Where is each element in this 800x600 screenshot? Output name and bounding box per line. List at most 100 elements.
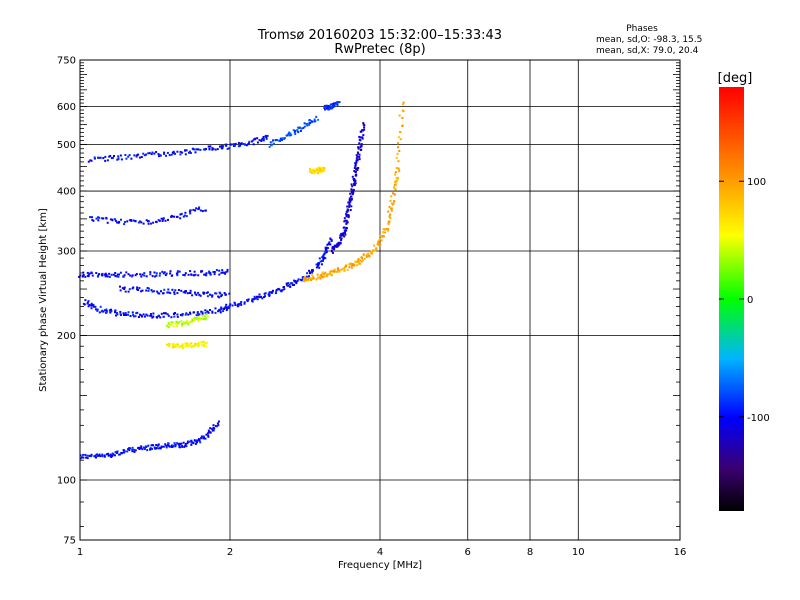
echo-point	[202, 340, 205, 343]
echo-point	[308, 272, 311, 275]
echo-point	[115, 452, 118, 454]
echo-point	[357, 260, 360, 263]
echo-point	[225, 306, 228, 309]
echo-point	[329, 243, 332, 246]
echo-point	[348, 266, 351, 269]
echo-point	[281, 137, 284, 140]
echo-point	[103, 454, 106, 457]
echo-point	[166, 151, 169, 154]
echo-point	[126, 450, 129, 453]
echo-point	[178, 270, 181, 273]
echo-point	[106, 275, 109, 278]
echo-point	[169, 272, 172, 275]
echo-point	[371, 251, 374, 253]
echo-point	[317, 166, 320, 169]
echo-point	[349, 192, 352, 195]
echo-point	[393, 184, 396, 186]
echo-point	[114, 451, 117, 454]
echo-point	[187, 273, 190, 276]
echo-point	[132, 315, 135, 318]
echo-point	[122, 451, 125, 454]
echo-point	[363, 257, 366, 260]
echo-point	[187, 440, 189, 443]
echo-point	[201, 314, 204, 317]
echo-point	[192, 148, 195, 151]
echo-point	[239, 144, 242, 147]
echo-point	[200, 310, 203, 313]
echo-point	[257, 295, 260, 298]
echo-point	[349, 200, 352, 203]
echo-point	[265, 136, 268, 138]
echo-point	[298, 126, 301, 129]
echo-point	[154, 275, 157, 278]
echo-point	[243, 143, 246, 146]
echo-point	[302, 277, 305, 280]
echo-point	[120, 218, 122, 221]
echo-point	[198, 341, 201, 344]
echo-point	[184, 149, 187, 152]
echo-point	[197, 320, 200, 323]
echo-point	[81, 275, 84, 278]
echo-point	[116, 450, 119, 453]
echo-point	[392, 192, 394, 195]
echo-point	[353, 178, 356, 180]
echo-point	[288, 283, 291, 286]
echo-point	[162, 217, 165, 220]
echo-point	[200, 437, 203, 440]
echo-point	[362, 134, 365, 137]
echo-point	[215, 425, 218, 428]
echo-point	[395, 167, 398, 169]
echo-point	[189, 270, 192, 273]
echo-point	[182, 215, 185, 218]
echo-point	[129, 315, 132, 317]
echo-point	[382, 234, 384, 237]
echo-point	[145, 275, 148, 278]
echo-point	[296, 129, 299, 132]
echo-point	[195, 207, 198, 210]
echo-point	[228, 147, 231, 150]
echo-point	[306, 272, 309, 275]
echo-point	[158, 155, 160, 158]
echo-point	[385, 227, 388, 230]
echo-point	[237, 304, 240, 307]
echo-point	[181, 343, 184, 346]
echo-point	[355, 264, 358, 267]
echo-point	[336, 101, 339, 104]
echo-point	[261, 138, 263, 141]
echo-point	[209, 427, 212, 430]
echo-point	[155, 274, 158, 277]
echo-point	[189, 209, 192, 212]
echo-point	[328, 104, 331, 107]
echo-point	[162, 445, 165, 448]
echo-point	[152, 312, 155, 315]
echo-point	[366, 255, 369, 258]
echo-point	[321, 276, 324, 279]
echo-point	[247, 298, 250, 301]
echo-point	[308, 123, 311, 126]
echo-point	[343, 226, 346, 229]
echo-point	[120, 158, 123, 161]
echo-point	[162, 292, 165, 295]
echo-point	[316, 169, 319, 172]
echo-point	[312, 277, 315, 280]
echo-point	[340, 268, 343, 271]
echo-point	[197, 345, 199, 348]
echo-point	[141, 448, 144, 451]
echo-point	[183, 321, 186, 324]
echo-point	[224, 293, 227, 296]
echo-point	[294, 129, 296, 132]
echo-point	[398, 150, 401, 152]
echo-point	[304, 279, 307, 282]
echo-point	[393, 200, 396, 203]
echo-point	[123, 274, 126, 277]
echo-point	[149, 271, 152, 274]
echo-point	[155, 447, 158, 449]
echo-point	[296, 279, 299, 282]
echo-point	[108, 309, 111, 312]
echo-point	[127, 311, 130, 314]
echo-point	[153, 152, 156, 155]
echo-point	[125, 314, 127, 316]
echo-point	[366, 253, 369, 256]
echo-point	[194, 442, 197, 445]
echo-point	[252, 143, 255, 146]
